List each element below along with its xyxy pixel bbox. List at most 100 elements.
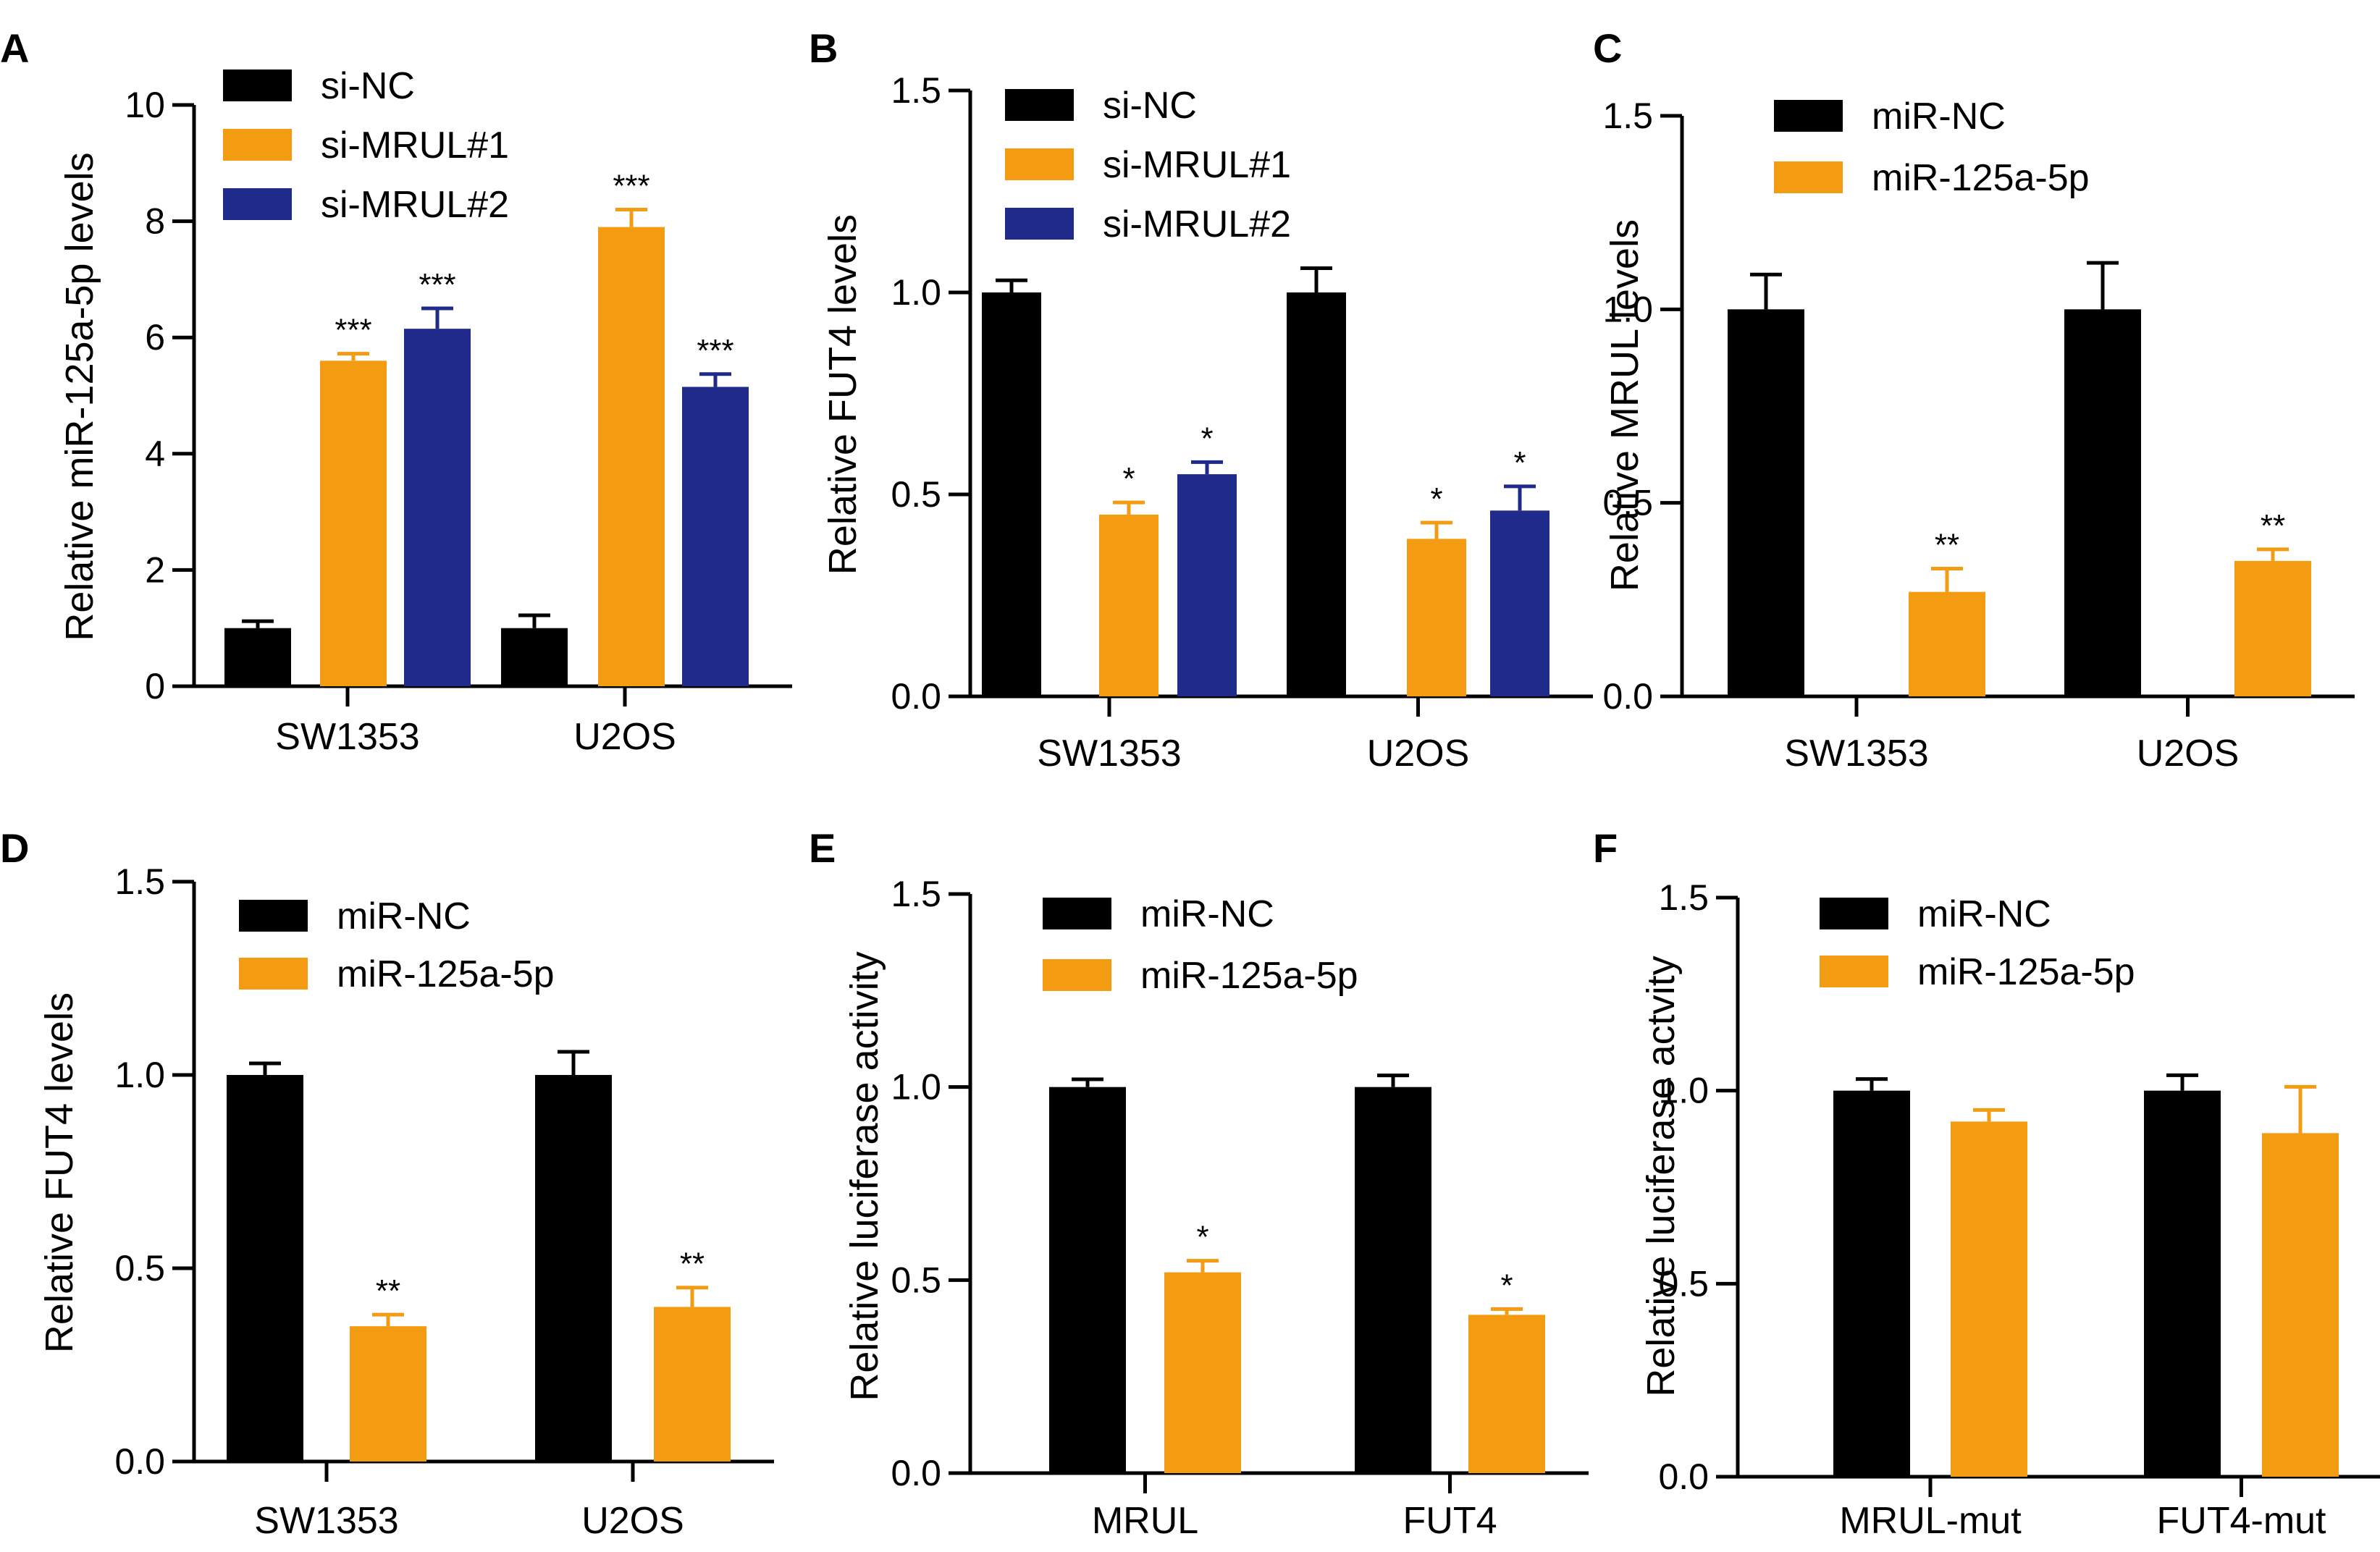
y-tick-label: 1.5 (891, 70, 941, 111)
y-tick-label: 1.0 (1658, 1071, 1709, 1111)
chart-panel-a: A 0 2 4 6 8 10 Relative miR-125a-5p levels *** **… (0, 25, 792, 758)
legend-swatch (1005, 148, 1074, 180)
y-tick-label: 4 (145, 434, 165, 474)
y-tick-label: 2 (145, 549, 165, 590)
bar-si-nc-sw1353 (982, 292, 1041, 696)
legend-label: miR-125a-5p (1872, 157, 2090, 199)
significance-label: ** (2261, 508, 2285, 544)
bar-si-nc-sw1353 (224, 628, 291, 686)
x-category-label: U2OS (573, 716, 676, 758)
y-axis-title: Relative miR-125a-5p levels (58, 152, 101, 641)
bar-mir-nc-fut4 (1355, 1087, 1431, 1473)
significance-label: *** (697, 333, 733, 368)
bar-si-mrul-2-sw1353 (404, 329, 471, 686)
y-tick-label: 0.0 (891, 676, 941, 717)
bar-si-mrul-2-u2os (1490, 510, 1549, 696)
panel-letter: F (1593, 825, 1618, 871)
panel-letter: A (0, 25, 29, 71)
y-tick-label: 0.0 (1658, 1456, 1709, 1497)
legend-swatch (223, 129, 292, 161)
bar-si-mrul-1-sw1353 (1099, 514, 1159, 696)
y-tick-label: 0.5 (891, 1260, 941, 1300)
legend-label: miR-NC (1917, 893, 2051, 935)
legend-label: miR-125a-5p (1140, 955, 1358, 997)
bar-mir-nc-u2os (2064, 309, 2141, 696)
chart-panel-f: F 0.0 0.5 1.0 1.5 Relative luciferase actvity… (1593, 825, 2380, 1542)
y-tick-label: 1.0 (1602, 289, 1653, 329)
bar-mir-nc-mrul (1049, 1087, 1126, 1473)
x-category-label: SW1353 (1037, 733, 1181, 775)
legend-label: miR-NC (1872, 96, 2006, 138)
legend-label: si-NC (1103, 85, 1197, 127)
panel-letter: E (809, 825, 836, 871)
legend-swatch (1005, 89, 1074, 121)
y-tick-label: 0.5 (1602, 483, 1653, 523)
bar-si-mrul-1-sw1353 (320, 360, 387, 686)
y-tick-label: 0.5 (114, 1248, 165, 1289)
legend-label: miR-125a-5p (337, 953, 555, 995)
x-category-label: SW1353 (254, 1500, 398, 1542)
bar-mir-125a-5p-fut4 (1468, 1315, 1545, 1473)
bar-mir-125a-5p-u2os (2234, 560, 2311, 696)
bar-mir-125a-5p-u2os (654, 1307, 731, 1462)
significance-label: * (1513, 445, 1526, 481)
chart-panel-d: D 0.0 0.5 1.0 1.5 Relative FUT4 levels ** SW135… (0, 825, 774, 1542)
chart-panel-b: B 0.0 0.5 1.0 1.5 Relative FUT4 levels * * SW135… (809, 25, 1593, 775)
y-axis-title: Relative luciferase activity (843, 951, 886, 1401)
y-tick-label: 0.5 (1658, 1263, 1709, 1304)
x-category-label: U2OS (1367, 733, 1470, 775)
y-tick-label: 10 (125, 85, 165, 125)
bar-mir-125a-5p-mrul (1164, 1272, 1241, 1473)
bar-mir-125a-5p-mrul-mut (1951, 1121, 2027, 1477)
x-category-label: MRUL (1092, 1500, 1198, 1542)
legend-label: si-NC (321, 65, 415, 107)
x-category-label: SW1353 (1784, 733, 1928, 775)
y-tick-label: 1.5 (1658, 877, 1709, 918)
legend-label: si-MRUL#1 (321, 125, 509, 166)
significance-label: ** (1935, 528, 1959, 563)
bar-si-mrul-1-u2os (1407, 539, 1466, 696)
y-tick-label: 1.5 (114, 861, 165, 902)
legend-label: si-MRUL#2 (1103, 203, 1291, 245)
bar-mir-nc-sw1353 (1728, 309, 1804, 696)
significance-label: * (1196, 1220, 1208, 1255)
x-category-label: FUT4 (1403, 1500, 1497, 1542)
bar-mir-nc-fut4-mut (2144, 1090, 2221, 1477)
panel-letter: D (0, 825, 29, 871)
significance-label: *** (419, 267, 455, 303)
legend-label: si-MRUL#2 (321, 184, 509, 226)
legend-swatch (1774, 161, 1843, 193)
bar-si-nc-u2os (501, 628, 568, 686)
bar-si-nc-u2os (1287, 292, 1346, 696)
y-axis-title: Relative MRUL levels (1603, 219, 1647, 591)
chart-panel-c: C 0.0 0.5 1.0 1.5 Relative MRUL levels ** SW135… (1593, 25, 2355, 775)
significance-label: *** (335, 313, 371, 348)
bar-si-mrul-2-sw1353 (1177, 474, 1237, 696)
x-category-label: SW1353 (275, 716, 419, 758)
x-category-label: MRUL-mut (1839, 1500, 2022, 1542)
y-tick-label: 1.0 (891, 1067, 941, 1108)
y-axis-title: Relative FUT4 levels (821, 214, 865, 575)
significance-label: * (1122, 461, 1135, 497)
legend-swatch (239, 900, 308, 932)
legend-label: miR-NC (1140, 893, 1274, 935)
y-tick-label: 0.0 (114, 1441, 165, 1482)
significance-label: *** (613, 169, 649, 204)
y-tick-label: 0.5 (891, 474, 941, 515)
y-axis-title: Relative FUT4 levels (38, 992, 81, 1353)
legend-swatch (223, 69, 292, 101)
x-category-label: U2OS (2137, 733, 2240, 775)
significance-label: * (1200, 421, 1213, 456)
significance-label: * (1430, 481, 1442, 517)
legend-swatch (1820, 898, 1888, 929)
legend-label: si-MRUL#1 (1103, 144, 1291, 186)
legend-label: miR-125a-5p (1917, 951, 2135, 993)
legend-swatch (223, 188, 292, 220)
y-tick-label: 0.0 (1602, 676, 1653, 717)
y-tick-label: 0 (145, 666, 165, 707)
x-category-label: U2OS (581, 1500, 684, 1542)
bar-mir-nc-mrul-mut (1833, 1090, 1910, 1477)
y-tick-label: 1.5 (891, 874, 941, 914)
